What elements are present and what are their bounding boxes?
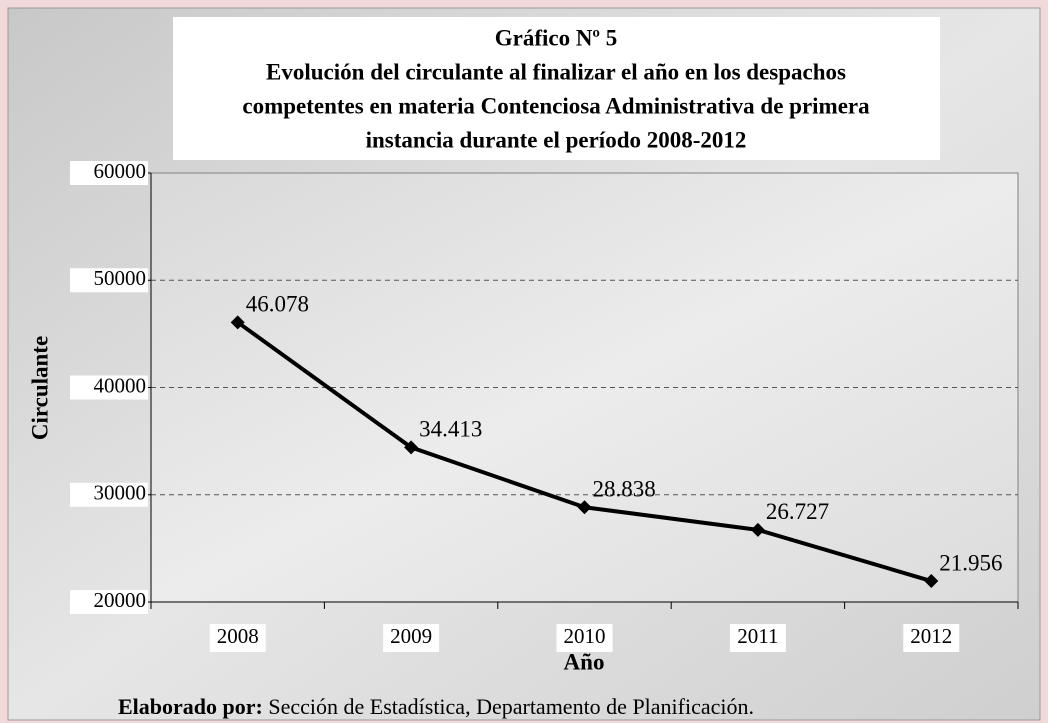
x-tick-label: 2008 (217, 624, 259, 648)
data-label: 34.413 (419, 417, 482, 442)
x-tick-box (729, 624, 786, 652)
title-line: instancia durante el período 2008-2012 (366, 127, 747, 152)
source: Elaborado por: Sección de Estadística, D… (118, 694, 754, 719)
x-tick-box (209, 624, 266, 652)
x-tick-label: 2011 (737, 624, 778, 648)
title-line: competentes en materia Contenciosa Admin… (242, 93, 870, 118)
x-tick-label: 2010 (564, 624, 606, 648)
x-tick-label: 2012 (910, 624, 952, 648)
title-box (173, 17, 940, 160)
y-tick-label: 40000 (94, 373, 147, 397)
marker (230, 315, 245, 330)
data-label: 46.078 (246, 292, 309, 317)
y-axis-title: Circulante (27, 336, 52, 440)
data-label: 21.956 (939, 550, 1002, 575)
y-tick-box (70, 375, 148, 400)
marker (404, 440, 419, 455)
y-tick-label: 20000 (94, 588, 147, 612)
x-tick-box (556, 624, 613, 652)
source-label: Elaborado por: (118, 694, 263, 719)
y-tick-box (70, 482, 148, 507)
title-line: Evolución del circulante al finalizar el… (266, 59, 846, 84)
y-tick-label: 50000 (94, 266, 147, 290)
x-axis-title: Año (564, 649, 605, 674)
y-tick-box (70, 161, 148, 185)
x-tick-label: 2009 (390, 624, 432, 648)
data-label: 28.838 (593, 476, 656, 501)
x-tick-box (383, 624, 440, 652)
data-label: 26.727 (766, 499, 829, 524)
y-tick-box (70, 268, 148, 293)
chart-title: Gráfico Nº 5 Evolución del circulante al … (242, 25, 870, 152)
x-tick-box (903, 624, 960, 652)
y-tick-box (70, 590, 148, 614)
y-tick-label: 30000 (94, 481, 147, 505)
marker (924, 574, 939, 589)
source-text: Sección de Estadística, Departamento de … (268, 694, 754, 719)
marker (577, 500, 592, 515)
y-tick-label: 60000 (94, 159, 147, 183)
title-line: Gráfico Nº 5 (495, 25, 618, 50)
marker (750, 522, 765, 537)
